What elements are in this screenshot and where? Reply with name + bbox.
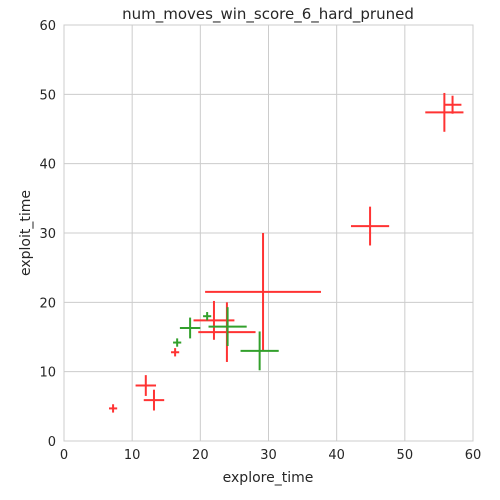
data-point xyxy=(171,348,180,357)
y-tick-label: 0 xyxy=(48,435,56,450)
y-tick-label: 20 xyxy=(39,296,56,311)
y-tick-labels: 0 10 20 30 40 50 60 xyxy=(39,19,56,450)
data-point xyxy=(205,233,321,351)
grid xyxy=(63,24,474,442)
x-tick-label: 10 xyxy=(124,448,141,463)
data-point xyxy=(143,389,165,411)
x-tick-label: 40 xyxy=(328,448,345,463)
data-point xyxy=(425,92,464,132)
y-axis-label: exploit_time xyxy=(18,190,34,276)
data-point xyxy=(135,375,157,396)
x-tick-label: 20 xyxy=(192,448,209,463)
y-tick-label: 60 xyxy=(39,19,56,34)
x-tick-label: 0 xyxy=(60,448,68,463)
data-point xyxy=(203,312,212,321)
data-point xyxy=(350,206,390,246)
y-tick-label: 50 xyxy=(39,88,56,103)
data-marks xyxy=(108,92,464,413)
data-point xyxy=(173,338,182,347)
x-tick-label: 60 xyxy=(465,448,482,463)
data-point xyxy=(108,404,118,413)
chart-title: num_moves_win_score_6_hard_pruned xyxy=(122,5,414,24)
data-point xyxy=(240,331,279,371)
x-tick-label: 50 xyxy=(397,448,414,463)
x-axis-label: explore_time xyxy=(223,470,314,486)
data-point xyxy=(208,307,247,347)
y-tick-label: 10 xyxy=(39,366,56,381)
x-tick-labels: 0 10 20 30 40 50 60 xyxy=(60,448,481,463)
data-point xyxy=(179,317,201,339)
x-tick-label: 30 xyxy=(260,448,277,463)
data-point xyxy=(443,95,462,114)
y-tick-label: 30 xyxy=(39,227,56,242)
y-tick-label: 40 xyxy=(39,158,56,173)
